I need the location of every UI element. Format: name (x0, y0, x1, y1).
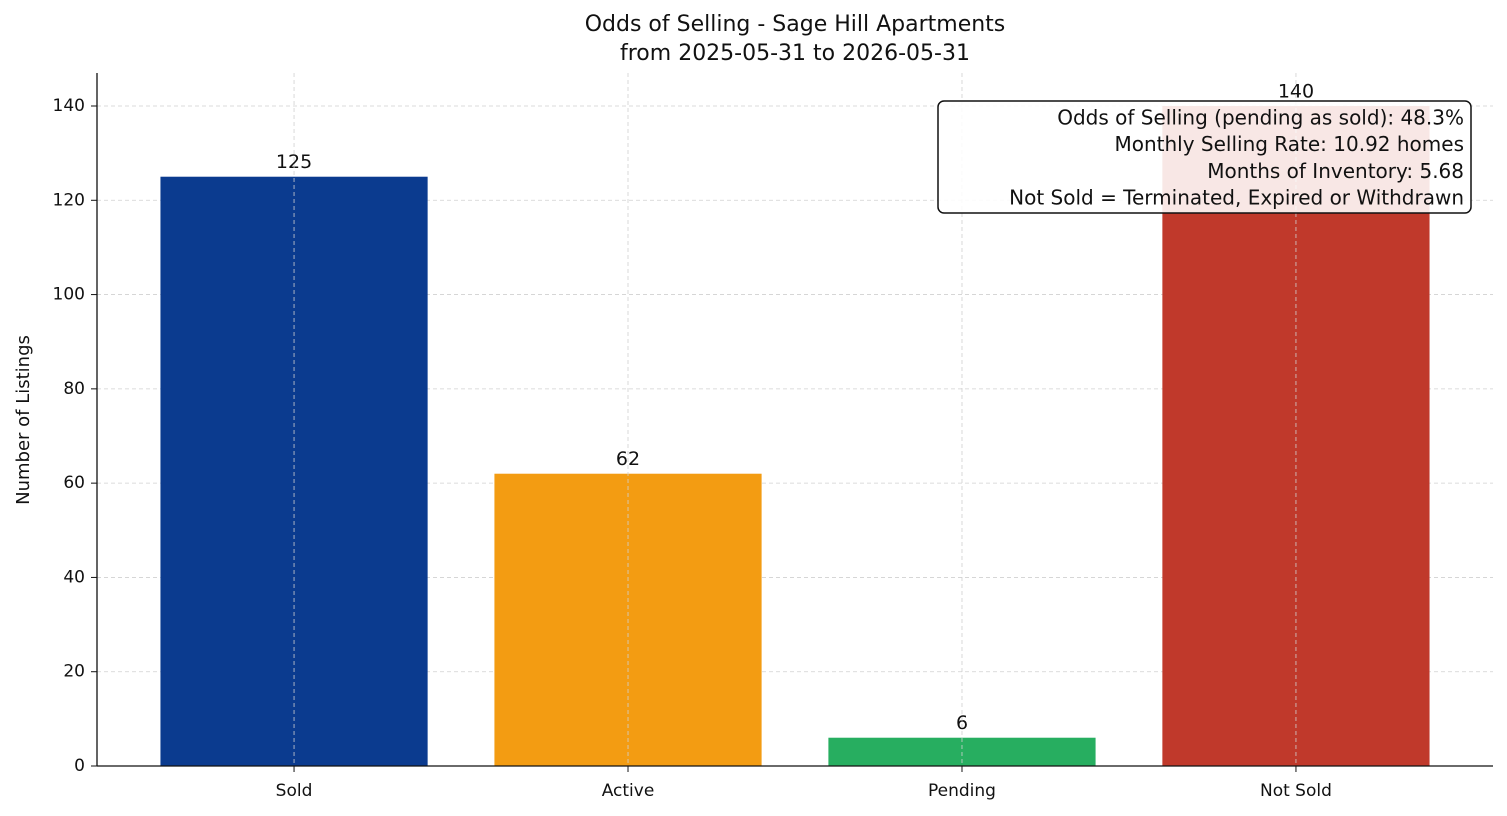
y-tick-label: 60 (63, 473, 85, 493)
y-tick-label: 120 (53, 190, 85, 210)
bar (160, 176, 428, 766)
value-label: 125 (276, 151, 312, 173)
y-tick-label: 0 (74, 756, 85, 776)
annotation-line: Not Sold = Terminated, Expired or Withdr… (1009, 186, 1464, 210)
y-tick-label: 100 (53, 285, 85, 305)
value-label: 140 (1278, 81, 1314, 103)
annotation-line: Monthly Selling Rate: 10.92 homes (1114, 132, 1464, 156)
x-tick-label: Sold (276, 781, 313, 801)
y-tick-label: 40 (63, 567, 85, 587)
y-tick-label: 140 (53, 96, 85, 116)
annotation-line: Months of Inventory: 5.68 (1207, 159, 1464, 183)
y-axis-label: Number of Listings (13, 335, 34, 505)
annotation-box (937, 100, 1472, 214)
annotation-line: Odds of Selling (pending as sold): 48.3% (1057, 106, 1464, 130)
chart-title: Odds of Selling - Sage Hill Apartments (585, 12, 1006, 37)
x-tick-label: Active (602, 781, 655, 801)
chart-subtitle: from 2025-05-31 to 2026-05-31 (620, 41, 970, 66)
y-tick-label: 80 (63, 379, 85, 399)
y-tick-label: 20 (63, 662, 85, 682)
x-tick-label: Not Sold (1260, 781, 1332, 801)
x-tick-label: Pending (928, 781, 996, 801)
value-label: 6 (956, 712, 968, 734)
